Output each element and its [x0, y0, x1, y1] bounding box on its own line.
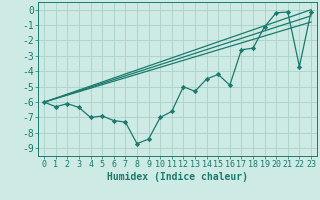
X-axis label: Humidex (Indice chaleur): Humidex (Indice chaleur): [107, 172, 248, 182]
